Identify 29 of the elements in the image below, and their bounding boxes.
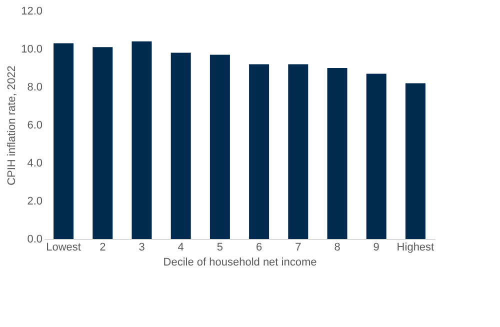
y-tick-label: 0.0	[27, 234, 42, 246]
x-tick-label: Lowest	[46, 242, 81, 254]
bar	[366, 74, 386, 239]
x-tick-label: 4	[178, 242, 184, 254]
bar	[210, 54, 230, 239]
x-tick-label: 8	[334, 242, 340, 254]
x-axis-title: Decile of household net income	[163, 256, 317, 268]
y-tick-label: 10.0	[21, 44, 42, 56]
y-tick-label: 8.0	[27, 82, 42, 94]
bar	[132, 41, 152, 239]
y-tick-label: 12.0	[21, 6, 42, 18]
x-tick-label: 2	[100, 242, 106, 254]
x-tick-label: 5	[216, 242, 224, 254]
bar	[288, 64, 308, 239]
y-tick-label: 2.0	[27, 196, 42, 208]
y-tick-label: 6.0	[27, 120, 42, 132]
x-tick-label: 6	[256, 242, 262, 254]
x-tick-label: 7	[295, 242, 302, 254]
x-tick-label: 9	[373, 242, 380, 254]
y-axis-title: CPIH inflation rate, 2022	[6, 66, 18, 186]
bar	[405, 83, 426, 239]
bar	[170, 52, 191, 239]
x-tick-label: 3	[138, 242, 145, 254]
y-tick-label: 4.0	[27, 158, 42, 170]
bar	[249, 64, 270, 239]
bar	[327, 68, 348, 239]
x-tick-label: Highest	[396, 242, 434, 254]
bar	[92, 47, 113, 239]
bar	[54, 43, 74, 239]
